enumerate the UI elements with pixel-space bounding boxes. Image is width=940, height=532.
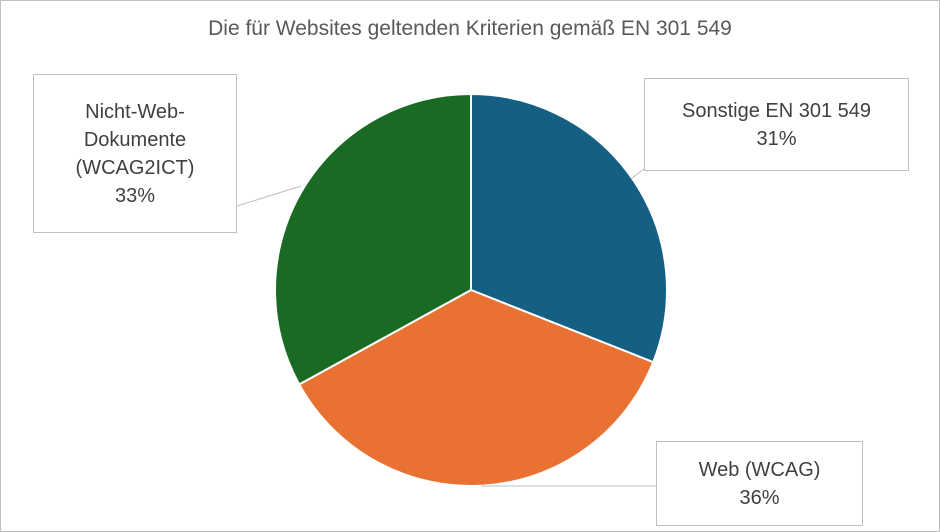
value-label: 36%: [739, 486, 780, 509]
value-label: 33%: [114, 184, 156, 207]
category-label: Sonstige EN 301 549: [681, 99, 872, 122]
category-label: Web (WCAG): [698, 458, 821, 481]
value-label: 31%: [756, 127, 797, 150]
chart-title: Die für Websites geltenden Kriterien gem…: [208, 17, 732, 40]
pie-slice: [274, 92, 472, 386]
data-label: Web (WCAG) 36%: [656, 441, 863, 526]
leader-line: [236, 185, 302, 207]
leader-line: [630, 168, 645, 180]
data-label: Sonstige EN 301 549 31%: [644, 78, 909, 171]
data-label: Nicht-Web-Dokumente (WCAG2ICT) 33%: [33, 74, 237, 233]
category-label: Nicht-Web-Dokumente (WCAG2ICT): [75, 100, 195, 179]
pie-slice: [470, 92, 668, 364]
